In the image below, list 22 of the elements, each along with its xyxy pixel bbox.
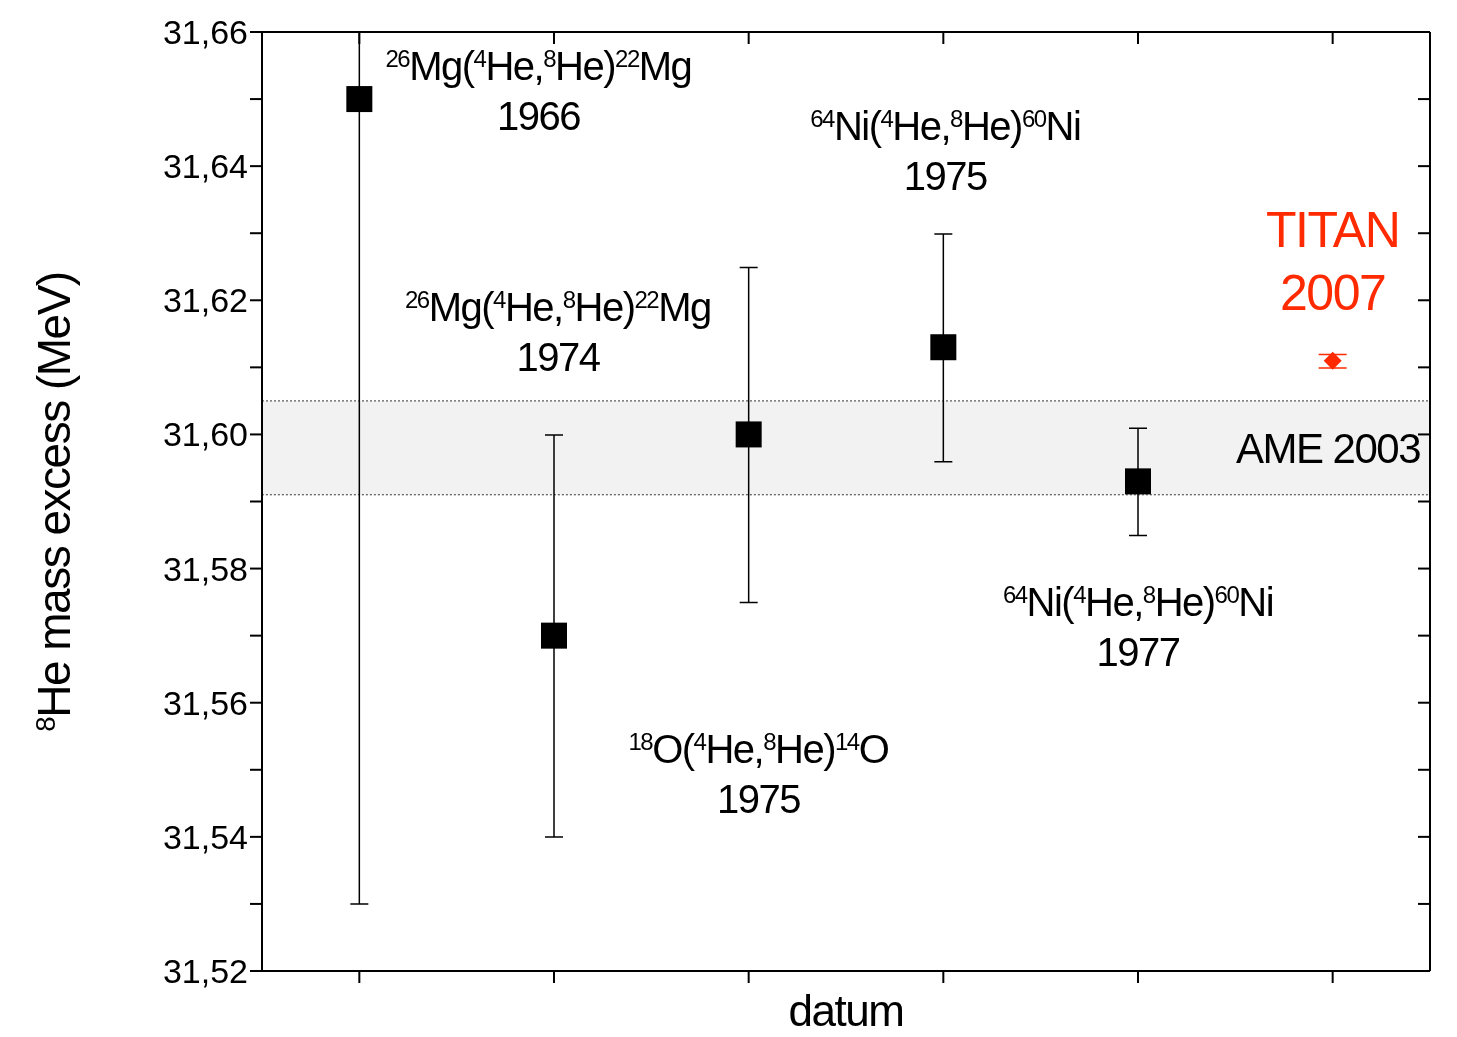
point	[735, 421, 762, 448]
text: $^{64}$Ni($^{4}$He,$^{8}$He)$^{60}$Ni 1977	[1002, 579, 1274, 674]
x-axis-title: datum	[788, 986, 904, 1035]
y-tick-label: 31,52	[162, 952, 248, 991]
text: $^{18}$O($^{4}$He,$^{8}$He)$^{14}$O 1975	[628, 727, 889, 822]
y-tick-label: 31,58	[162, 549, 248, 588]
text: $^{26}$Mg($^{4}$He,$^{8}$He)$^{22}$Mg 1966	[385, 43, 692, 138]
y-tick-label: 31,54	[162, 817, 248, 856]
band-label: AME 2003	[1235, 425, 1421, 473]
text: $^{26}$Mg($^{4}$He,$^{8}$He)$^{22}$Mg 1974	[404, 285, 711, 380]
y-tick-label: 31,64	[162, 147, 248, 186]
y-tick-label: 31,56	[162, 683, 248, 722]
point	[346, 86, 373, 113]
y-tick-label: 31,60	[162, 415, 248, 454]
y-tick-label: 31,66	[162, 13, 248, 52]
annotation: TITAN 2007	[1266, 202, 1400, 321]
y-tick-label: 31,62	[162, 281, 248, 320]
point	[930, 334, 957, 361]
text: $^{64}$Ni($^{4}$He,$^{8}$He)$^{60}$Ni 1975	[810, 104, 1081, 199]
point	[1125, 468, 1151, 495]
point	[1323, 351, 1342, 370]
point	[541, 622, 567, 649]
